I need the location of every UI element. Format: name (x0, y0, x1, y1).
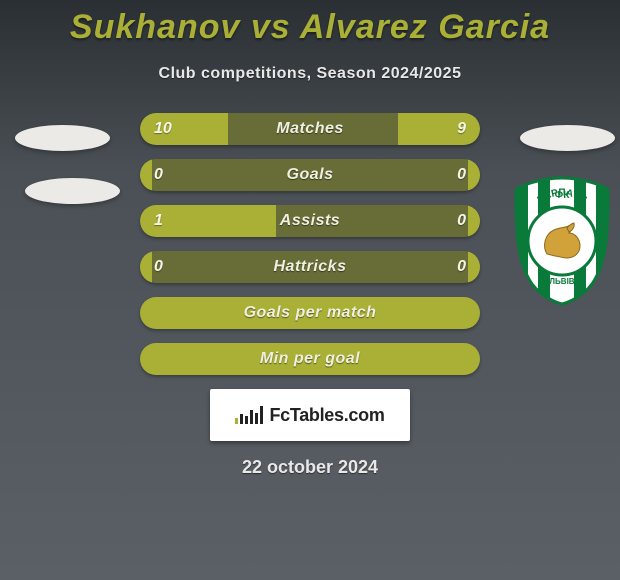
club-right-crest: ФК КАРПАТИ ЛЬВІВ (512, 176, 612, 306)
stat-row: Min per goal (140, 343, 480, 375)
source-badge-text: FcTables.com (269, 405, 384, 426)
stats-container: 109Matches 00Goals 10Assists 00Hattricks Goa… (140, 113, 480, 375)
club-left-crest-placeholder (25, 178, 120, 204)
source-badge: FcTables.com (210, 389, 410, 441)
snapshot-date: 22 october 2024 (0, 457, 620, 478)
stat-row: 00Goals (140, 159, 480, 191)
chart-bars-icon (235, 406, 263, 424)
stat-label: Min per goal (140, 350, 480, 368)
stat-label: Hattricks (140, 258, 480, 276)
player-left-photo-placeholder (15, 125, 110, 151)
stat-row: Goals per match (140, 297, 480, 329)
comparison-title: Sukhanov vs Alvarez Garcia (0, 0, 620, 47)
stat-label: Goals per match (140, 304, 480, 322)
svg-text:ЛЬВІВ: ЛЬВІВ (549, 277, 574, 286)
stat-label: Assists (140, 212, 480, 230)
player-right-photo-placeholder (520, 125, 615, 151)
stat-label: Goals (140, 166, 480, 184)
stat-row: 10Assists (140, 205, 480, 237)
stat-label: Matches (140, 120, 480, 138)
comparison-subtitle: Club competitions, Season 2024/2025 (0, 65, 620, 83)
stat-row: 109Matches (140, 113, 480, 145)
stat-row: 00Hattricks (140, 251, 480, 283)
